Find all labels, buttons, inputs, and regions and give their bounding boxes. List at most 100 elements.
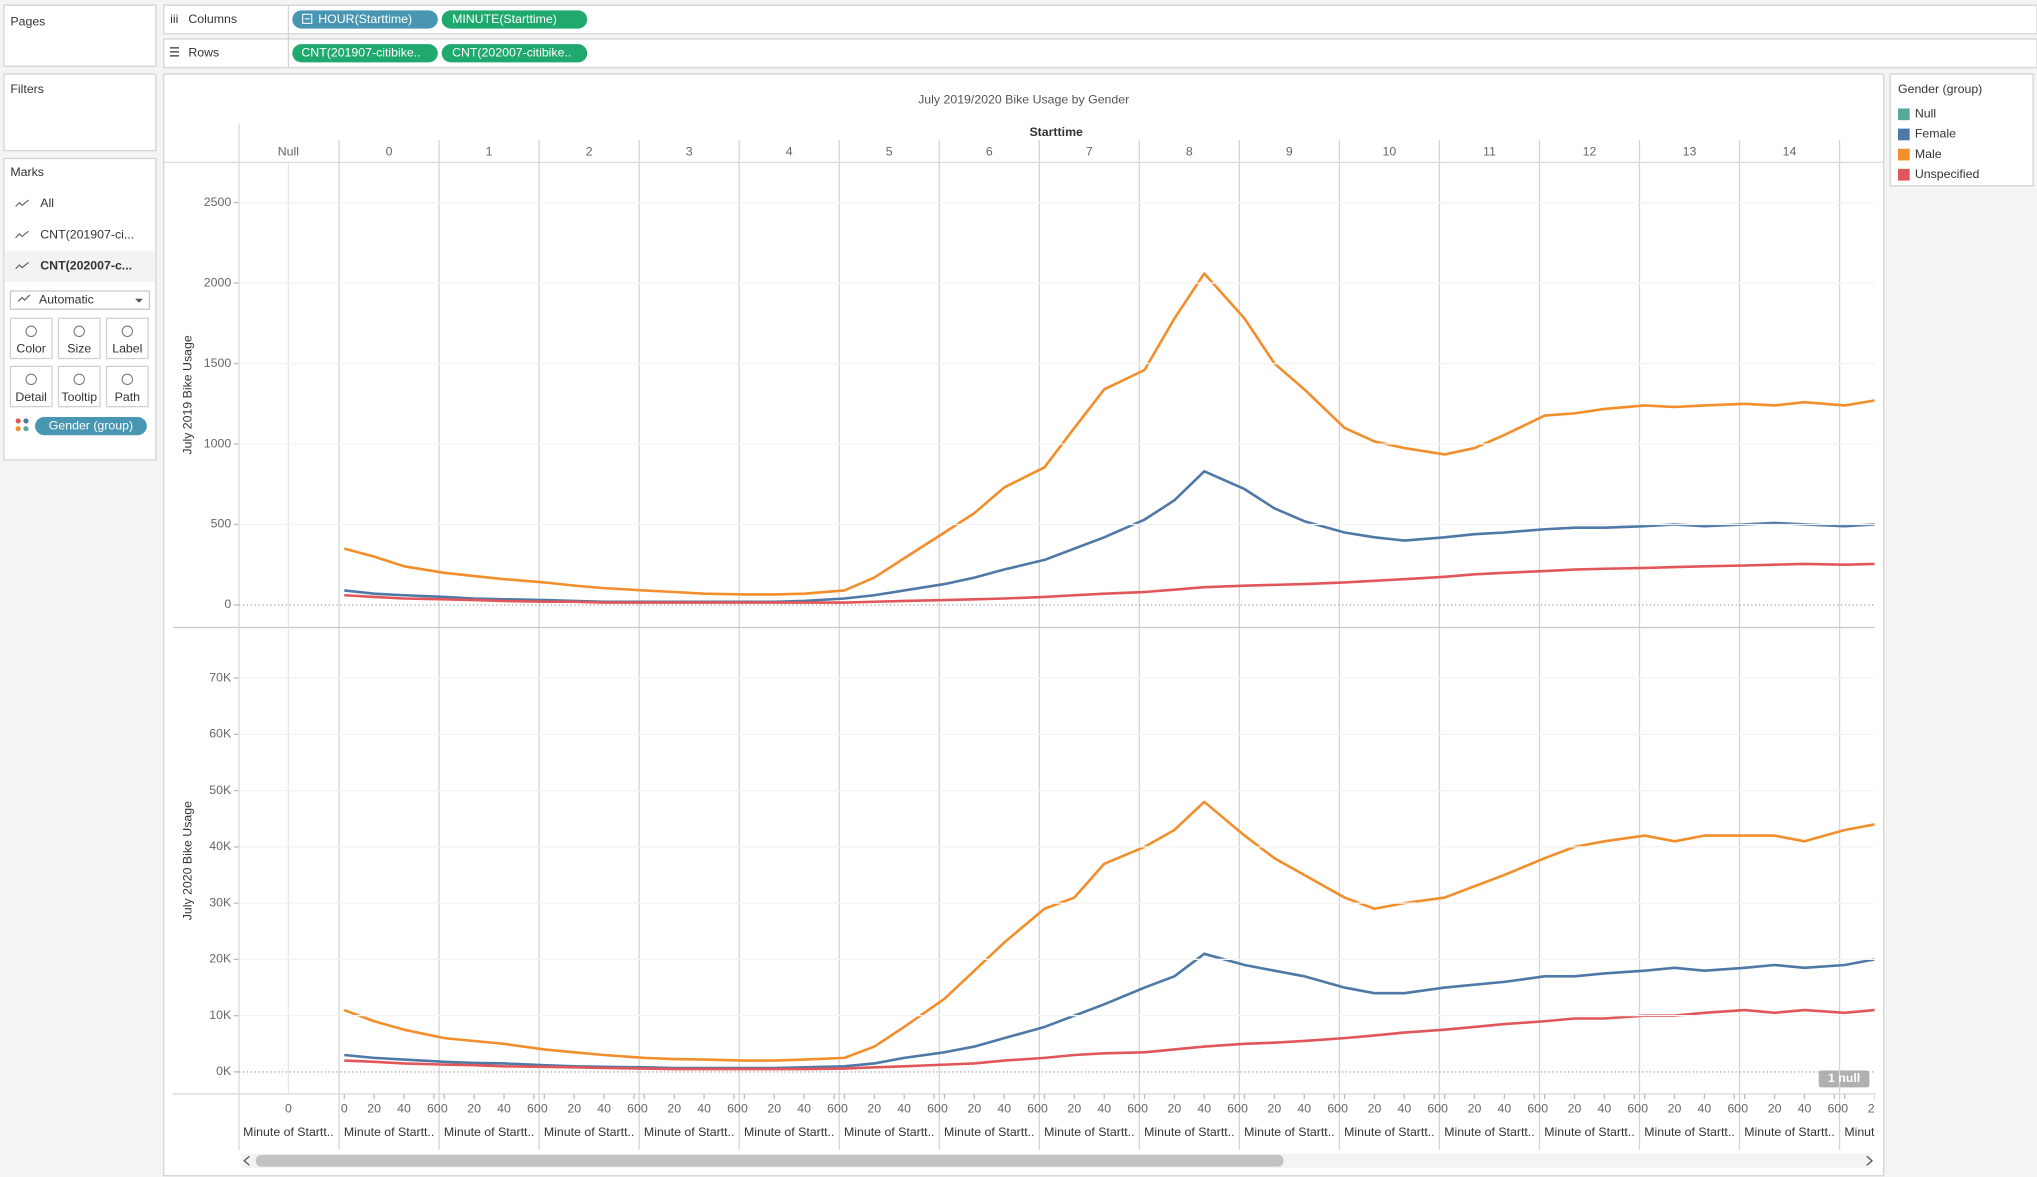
marks-button-label[interactable]: Tooltip [61, 390, 97, 404]
x-tick-label: 60 [427, 1102, 441, 1116]
legend-swatch[interactable] [1897, 128, 1910, 141]
marks-button-label[interactable]: Color [16, 342, 45, 356]
marks-button[interactable] [57, 317, 101, 360]
column-header: 0 [386, 144, 393, 158]
column-header: 1 [486, 144, 493, 158]
marks-button[interactable] [9, 365, 53, 408]
y-tick-label: 0 [224, 597, 231, 611]
x-tick-label: 40 [997, 1102, 1011, 1116]
pages-label: Pages [10, 14, 45, 28]
column-pill[interactable] [292, 10, 438, 29]
x-tick-label: 0 [841, 1102, 848, 1116]
x-tick-label: 60 [1127, 1102, 1141, 1116]
column-header: Null [278, 144, 299, 158]
x-tick-label: 60 [827, 1102, 841, 1116]
marks-button-label[interactable]: Label [112, 342, 142, 356]
color-pill-icon [23, 426, 29, 432]
legend-label[interactable]: Unspecified [1915, 167, 1980, 181]
row-pill[interactable] [292, 44, 438, 63]
scroll-right[interactable] [1866, 1155, 1873, 1166]
scrollbar-thumb[interactable] [255, 1154, 1284, 1167]
gender-pill-label[interactable]: Gender (group) [49, 418, 133, 432]
x-tick-label: 40 [1097, 1102, 1111, 1116]
marks-button[interactable] [105, 317, 149, 360]
x-tick-label: 60 [1727, 1102, 1741, 1116]
collapse-icon[interactable] [302, 13, 313, 24]
mark-type[interactable]: Automatic [39, 292, 94, 306]
layer-icon [15, 199, 29, 207]
x-tick-label: 60 [527, 1102, 541, 1116]
x-tick-label: 20 [1168, 1102, 1182, 1116]
column-header: 6 [986, 144, 993, 158]
x-tick-label: 60 [1527, 1102, 1541, 1116]
color-pill-icon [23, 418, 29, 424]
null-indicator-badge[interactable] [1818, 1070, 1870, 1088]
gender-pill[interactable] [35, 417, 147, 436]
marks-layer[interactable]: All [40, 196, 54, 210]
y-tick-label: 0K [216, 1064, 232, 1078]
legend-label[interactable]: Female [1915, 127, 1956, 141]
column-pill-label[interactable]: MINUTE(Starttime) [452, 12, 557, 26]
x-axis-title: Minute of Startt.. [1144, 1125, 1234, 1139]
marks-button-label[interactable]: Path [115, 390, 141, 404]
x-axis-title: Minute of Startt.. [644, 1125, 734, 1139]
legend-label[interactable]: Male [1915, 147, 1942, 161]
legend-label[interactable]: Null [1915, 107, 1936, 121]
x-tick-label: 0 [285, 1102, 292, 1116]
column-pill[interactable] [441, 10, 588, 29]
series-line [344, 1008, 1875, 1071]
legend-swatch[interactable] [1897, 108, 1910, 121]
x-tick-label: 60 [627, 1102, 641, 1116]
series-line [343, 800, 1875, 1062]
series-line [344, 562, 1875, 604]
marks-button-icon [73, 325, 85, 337]
null-indicator[interactable]: 1 null [1828, 1071, 1860, 1085]
x-tick-label: 60 [1027, 1102, 1041, 1116]
column-header: 13 [1683, 144, 1697, 158]
marks-button[interactable] [57, 365, 101, 408]
columns-icon: iii [170, 12, 178, 26]
x-tick-label: 0 [1741, 1102, 1748, 1116]
x-axis-title: Minute of Startt.. [944, 1125, 1034, 1139]
x-axis-title: Minute of Startt.. [1744, 1125, 1834, 1139]
mark-type-icon [17, 294, 31, 302]
marks-layer-selected [5, 250, 155, 282]
x-tick-label: 20 [867, 1102, 881, 1116]
x-tick-label: 0 [441, 1102, 448, 1116]
mark-type-dropdown[interactable] [9, 290, 151, 310]
x-axis-title: Minute of Startt.. [444, 1125, 534, 1139]
marks-layer[interactable]: CNT(201907-ci... [40, 227, 134, 241]
x-tick-label: 40 [397, 1102, 411, 1116]
marks-button[interactable] [105, 365, 149, 408]
x-axis-title: Minute of Startt.. [1844, 1125, 1934, 1139]
row-pill-label[interactable]: CNT(202007-citibike.. [452, 46, 571, 60]
column-header: 10 [1383, 144, 1397, 158]
row-pill[interactable] [441, 44, 588, 63]
column-pill-label[interactable]: HOUR(Starttime) [318, 12, 412, 26]
column-header: 9 [1286, 144, 1293, 158]
marks-button-label[interactable]: Detail [15, 390, 47, 404]
x-tick-label: 20 [567, 1102, 581, 1116]
y-tick-label: 30K [209, 895, 232, 909]
legend-swatch[interactable] [1897, 148, 1910, 161]
column-header: 11 [1483, 144, 1496, 158]
legend-swatch[interactable] [1897, 168, 1910, 181]
marks-button-label[interactable]: Size [67, 342, 91, 356]
x-axis-title: Minute of Startt.. [1644, 1125, 1734, 1139]
y-tick-label: 500 [211, 517, 232, 531]
marks-button[interactable] [9, 317, 53, 360]
x-axis-title: Minute of Startt.. [1444, 1125, 1534, 1139]
y-axis-title: July 2020 Bike Usage [181, 801, 195, 920]
chart-title: July 2019/2020 Bike Usage by Gender [918, 92, 1129, 106]
y-tick-label: 70K [209, 670, 232, 684]
scroll-left[interactable] [243, 1155, 250, 1166]
x-tick-label: 60 [727, 1102, 741, 1116]
x-tick-label: 0 [1341, 1102, 1348, 1116]
x-tick-label: 0 [1641, 1102, 1648, 1116]
x-tick-label: 40 [797, 1102, 811, 1116]
marks-layer[interactable]: CNT(202007-c... [40, 259, 132, 273]
row-pill-label[interactable]: CNT(201907-citibike.. [301, 46, 420, 60]
x-tick-label: 20 [1368, 1102, 1382, 1116]
x-tick-label: 0 [941, 1102, 948, 1116]
